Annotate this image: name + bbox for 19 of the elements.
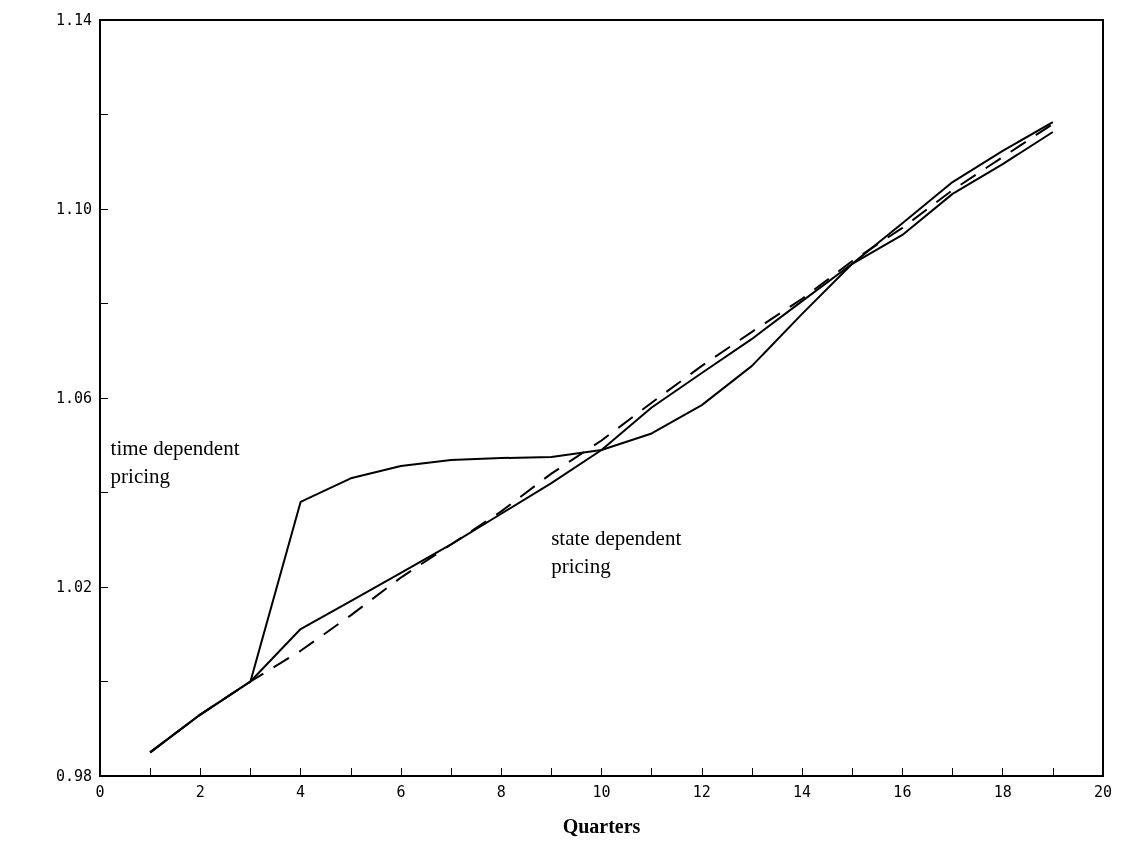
x-tick-label: 10 [592, 782, 611, 801]
text: time dependent pricing [110, 435, 245, 488]
y-tick-label: 1.10 [55, 200, 92, 218]
x-tick-label: 16 [893, 782, 912, 801]
y-tick-label: 1.14 [55, 11, 92, 29]
x-axis-title: Quarters [562, 815, 641, 837]
x-tick-label: 6 [396, 782, 406, 801]
y-tick-label: 0.98 [55, 767, 92, 785]
x-tick-label: 0 [95, 782, 105, 801]
x-tick-label: 18 [993, 782, 1012, 801]
x-tick-label: 12 [692, 782, 711, 801]
x-tick-label: 8 [496, 782, 506, 801]
x-tick-label: 20 [1093, 782, 1113, 801]
x-tick-label: 2 [195, 782, 205, 801]
series-label: state dependent pricing [551, 525, 687, 578]
y-tick-label: 1.02 [55, 578, 92, 596]
y-tick-label: 1.06 [55, 389, 92, 407]
x-tick-label: 14 [793, 782, 812, 801]
x-tick-label: 4 [296, 782, 306, 801]
